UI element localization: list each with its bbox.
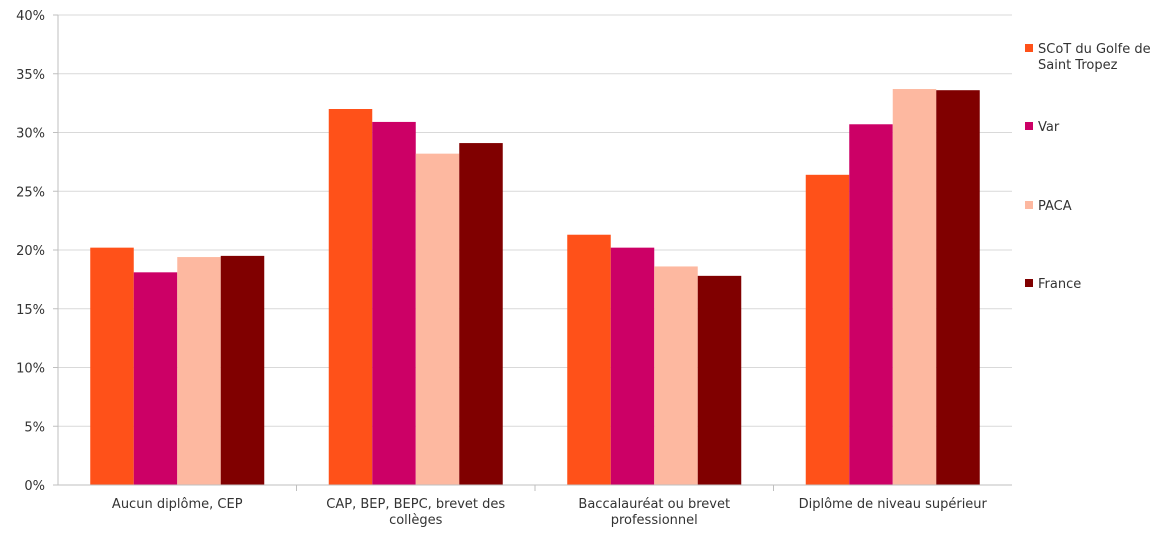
x-tick-label: collèges xyxy=(389,513,443,528)
y-tick-label: 5% xyxy=(24,420,45,435)
legend-swatch xyxy=(1025,44,1033,52)
bar xyxy=(133,272,178,485)
legend-swatch xyxy=(1025,279,1033,287)
x-tick-label: Aucun diplôme, CEP xyxy=(112,497,243,512)
y-tick-label: 15% xyxy=(16,303,45,318)
bar xyxy=(697,275,742,485)
bars xyxy=(90,89,980,486)
legend-label: PACA xyxy=(1038,199,1072,214)
x-tick-label: professionnel xyxy=(611,513,698,528)
x-axis-categories: Aucun diplôme, CEP CAP, BEP, BEPC, brevet… xyxy=(112,497,988,528)
legend-item: France xyxy=(1025,277,1081,292)
bar xyxy=(459,143,503,485)
bar xyxy=(654,266,698,485)
x-tick-label: CAP, BEP, BEPC, brevet des xyxy=(326,497,505,512)
bar xyxy=(415,153,460,485)
x-tick-label: Baccalauréat ou brevet xyxy=(578,497,730,512)
bar xyxy=(328,109,373,485)
y-tick-label: 10% xyxy=(16,362,45,377)
bar xyxy=(372,121,416,486)
legend-label: Var xyxy=(1038,120,1060,135)
y-tick-label: 25% xyxy=(16,185,45,200)
bar xyxy=(567,234,611,485)
bar xyxy=(90,247,134,485)
y-tick-label: 35% xyxy=(16,68,45,83)
bar xyxy=(220,255,265,485)
x-tick-label: Diplôme de niveau supérieur xyxy=(799,497,988,512)
y-tick-label: 30% xyxy=(16,127,45,142)
legend-label: France xyxy=(1038,277,1081,292)
legend-label: Saint Tropez xyxy=(1038,58,1118,73)
bar xyxy=(936,90,980,485)
bar xyxy=(610,247,655,485)
bar xyxy=(892,89,937,486)
y-tick-label: 20% xyxy=(16,244,45,259)
y-tick-label: 40% xyxy=(16,9,45,24)
bar xyxy=(805,174,850,486)
legend-swatch xyxy=(1025,201,1033,209)
legend-item: Var xyxy=(1025,120,1060,135)
y-axis-ticks: 0% 5% 10% 15% 20% 25% 30% 35% 40% xyxy=(16,9,58,494)
axes xyxy=(57,15,1012,491)
bar xyxy=(177,257,221,485)
y-tick-label: 0% xyxy=(24,479,45,494)
legend-item: PACA xyxy=(1025,199,1072,214)
legend-swatch xyxy=(1025,122,1033,130)
legend-label: SCoT du Golfe de xyxy=(1038,42,1151,57)
bar xyxy=(849,124,893,486)
